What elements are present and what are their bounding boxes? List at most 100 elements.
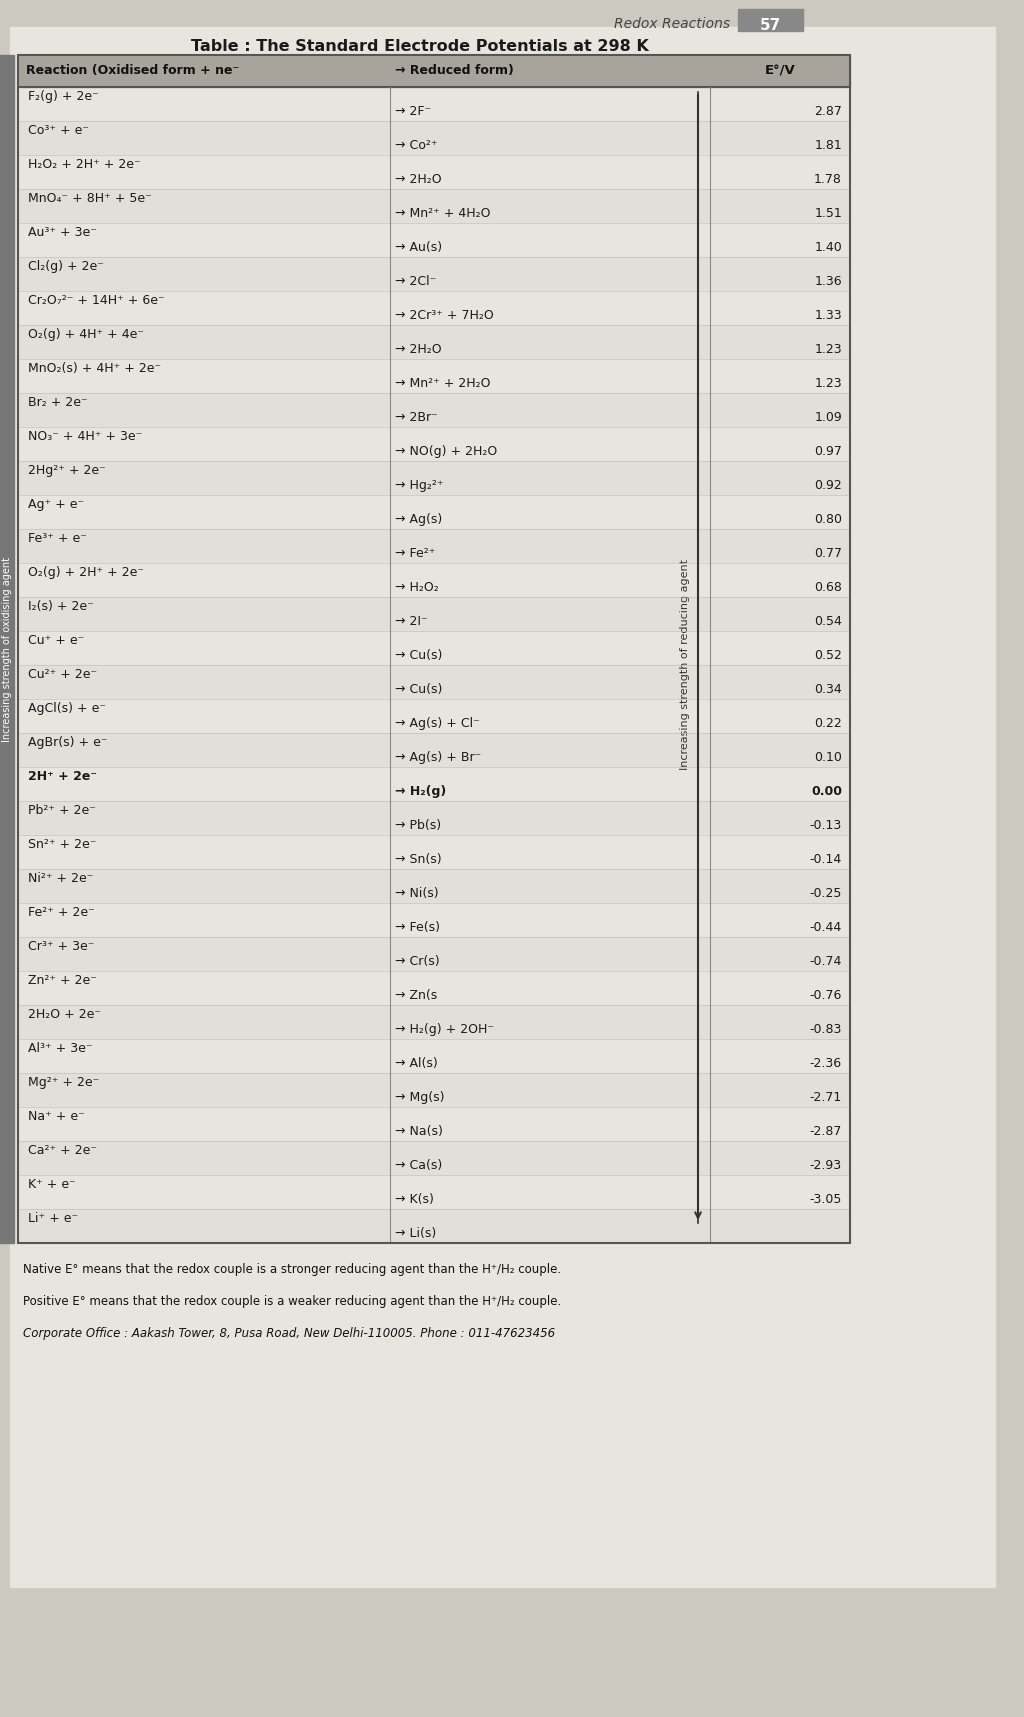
Text: F₂(g) + 2e⁻: F₂(g) + 2e⁻ [28,89,98,103]
Text: 2H₂O + 2e⁻: 2H₂O + 2e⁻ [28,1008,101,1022]
Bar [18,428,850,460]
Text: Cu²⁺ + 2e⁻: Cu²⁺ + 2e⁻ [28,668,97,682]
Bar [18,460,850,494]
Text: → Fe²⁺: → Fe²⁺ [395,548,435,560]
Bar [18,359,850,393]
Text: -0.83: -0.83 [810,1023,842,1035]
Text: Sn²⁺ + 2e⁻: Sn²⁺ + 2e⁻ [28,838,96,852]
Bar [18,834,850,869]
Text: → Zn(s: → Zn(s [395,989,437,1003]
Text: → H₂(g) + 2OH⁻: → H₂(g) + 2OH⁻ [395,1023,494,1035]
Text: -0.74: -0.74 [810,955,842,968]
Text: Ca²⁺ + 2e⁻: Ca²⁺ + 2e⁻ [28,1144,97,1157]
Text: MnO₄⁻ + 8H⁺ + 5e⁻: MnO₄⁻ + 8H⁺ + 5e⁻ [28,192,152,204]
Text: 1.33: 1.33 [814,309,842,323]
Text: → Cr(s): → Cr(s) [395,955,439,968]
Text: Zn²⁺ + 2e⁻: Zn²⁺ + 2e⁻ [28,974,97,987]
Bar [18,903,850,937]
Bar [18,1142,850,1174]
Text: 0.80: 0.80 [814,513,842,525]
Bar [18,494,850,529]
Text: AgCl(s) + e⁻: AgCl(s) + e⁻ [28,702,106,714]
Text: Native E° means that the redox couple is a stronger reducing agent than the H⁺/H: Native E° means that the redox couple is… [23,1264,561,1276]
Text: MnO₂(s) + 4H⁺ + 2e⁻: MnO₂(s) + 4H⁺ + 2e⁻ [28,362,161,374]
Bar [18,972,850,1004]
Text: → 2I⁻: → 2I⁻ [395,615,428,628]
Bar [18,1107,850,1142]
Bar [18,55,850,1243]
Text: 1.36: 1.36 [814,275,842,288]
Bar [18,155,850,189]
Text: -2.87: -2.87 [810,1125,842,1138]
Text: → Mn²⁺ + 2H₂O: → Mn²⁺ + 2H₂O [395,378,490,390]
Text: Fe³⁺ + e⁻: Fe³⁺ + e⁻ [28,532,87,544]
Text: → 2H₂O: → 2H₂O [395,343,441,355]
Text: Cu⁺ + e⁻: Cu⁺ + e⁻ [28,634,84,647]
Bar [18,325,850,359]
Text: Mg²⁺ + 2e⁻: Mg²⁺ + 2e⁻ [28,1077,99,1089]
Text: 0.52: 0.52 [814,649,842,663]
Bar [18,632,850,664]
Text: Al³⁺ + 3e⁻: Al³⁺ + 3e⁻ [28,1042,92,1054]
Text: -0.76: -0.76 [810,989,842,1003]
Text: Corporate Office : Aakash Tower, 8, Pusa Road, New Delhi-110005. Phone : 011-476: Corporate Office : Aakash Tower, 8, Pusa… [23,1327,555,1339]
Text: → Hg₂²⁺: → Hg₂²⁺ [395,479,443,493]
Text: NO₃⁻ + 4H⁺ + 3e⁻: NO₃⁻ + 4H⁺ + 3e⁻ [28,429,142,443]
Text: 0.77: 0.77 [814,548,842,560]
Bar [18,937,850,972]
Text: E°/V: E°/V [765,65,796,77]
Text: AgBr(s) + e⁻: AgBr(s) + e⁻ [28,737,108,749]
Text: -0.14: -0.14 [810,853,842,865]
Bar [18,290,850,325]
Text: I₂(s) + 2e⁻: I₂(s) + 2e⁻ [28,599,94,613]
Text: 0.10: 0.10 [814,750,842,764]
Text: 1.51: 1.51 [814,208,842,220]
Text: 1.23: 1.23 [814,343,842,355]
Bar [18,598,850,632]
Text: 2.87: 2.87 [814,105,842,118]
Bar [18,733,850,767]
Text: 57: 57 [760,17,780,33]
Text: → 2Cl⁻: → 2Cl⁻ [395,275,436,288]
Bar [18,55,850,88]
Bar [18,120,850,155]
Text: Na⁺ + e⁻: Na⁺ + e⁻ [28,1109,85,1123]
Text: → Ag(s) + Cl⁻: → Ag(s) + Cl⁻ [395,718,480,730]
Text: Redox Reactions: Redox Reactions [613,17,730,31]
Bar [18,802,850,834]
Text: 1.78: 1.78 [814,173,842,185]
Text: H₂O₂ + 2H⁺ + 2e⁻: H₂O₂ + 2H⁺ + 2e⁻ [28,158,140,172]
Text: O₂(g) + 2H⁺ + 2e⁻: O₂(g) + 2H⁺ + 2e⁻ [28,567,144,579]
Text: → Au(s): → Au(s) [395,240,442,254]
Text: → Mg(s): → Mg(s) [395,1090,444,1104]
Text: Br₂ + 2e⁻: Br₂ + 2e⁻ [28,397,88,409]
Text: 1.40: 1.40 [814,240,842,254]
Text: 0.68: 0.68 [814,580,842,594]
Text: Au³⁺ + 3e⁻: Au³⁺ + 3e⁻ [28,227,97,239]
Text: K⁺ + e⁻: K⁺ + e⁻ [28,1178,76,1192]
Text: 0.22: 0.22 [814,718,842,730]
Bar [18,1073,850,1107]
Text: 1.81: 1.81 [814,139,842,153]
Text: Increasing strength of oxidising agent: Increasing strength of oxidising agent [2,556,12,742]
Text: -2.93: -2.93 [810,1159,842,1173]
Text: → NO(g) + 2H₂O: → NO(g) + 2H₂O [395,445,498,458]
Text: Ag⁺ + e⁻: Ag⁺ + e⁻ [28,498,84,512]
Bar [18,393,850,428]
Text: Li⁺ + e⁻: Li⁺ + e⁻ [28,1212,78,1224]
Text: → 2Cr³⁺ + 7H₂O: → 2Cr³⁺ + 7H₂O [395,309,494,323]
Text: Co³⁺ + e⁻: Co³⁺ + e⁻ [28,124,89,137]
Text: Cr₂O₇²⁻ + 14H⁺ + 6e⁻: Cr₂O₇²⁻ + 14H⁺ + 6e⁻ [28,294,165,307]
Bar [18,1039,850,1073]
Text: -2.71: -2.71 [810,1090,842,1104]
Text: -0.25: -0.25 [810,888,842,900]
Text: Table : The Standard Electrode Potentials at 298 K: Table : The Standard Electrode Potential… [191,39,649,53]
Text: Increasing strength of reducing agent: Increasing strength of reducing agent [680,560,690,771]
Bar [18,88,850,120]
Text: → Fe(s): → Fe(s) [395,920,440,934]
Bar [738,9,803,31]
Text: 0.34: 0.34 [814,683,842,695]
Text: → Pb(s): → Pb(s) [395,819,441,833]
Text: Positive E° means that the redox couple is a weaker reducing agent than the H⁺/H: Positive E° means that the redox couple … [23,1295,561,1308]
Bar [18,1174,850,1209]
